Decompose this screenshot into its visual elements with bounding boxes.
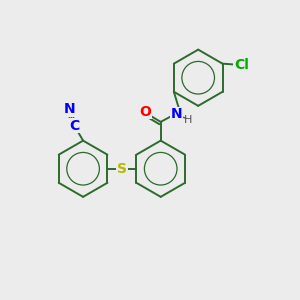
- Text: C: C: [69, 118, 80, 133]
- Text: Cl: Cl: [234, 58, 249, 72]
- Text: N: N: [171, 107, 183, 122]
- Text: N: N: [63, 102, 75, 116]
- Text: H: H: [184, 115, 192, 125]
- Text: S: S: [117, 162, 127, 176]
- Text: O: O: [140, 105, 152, 119]
